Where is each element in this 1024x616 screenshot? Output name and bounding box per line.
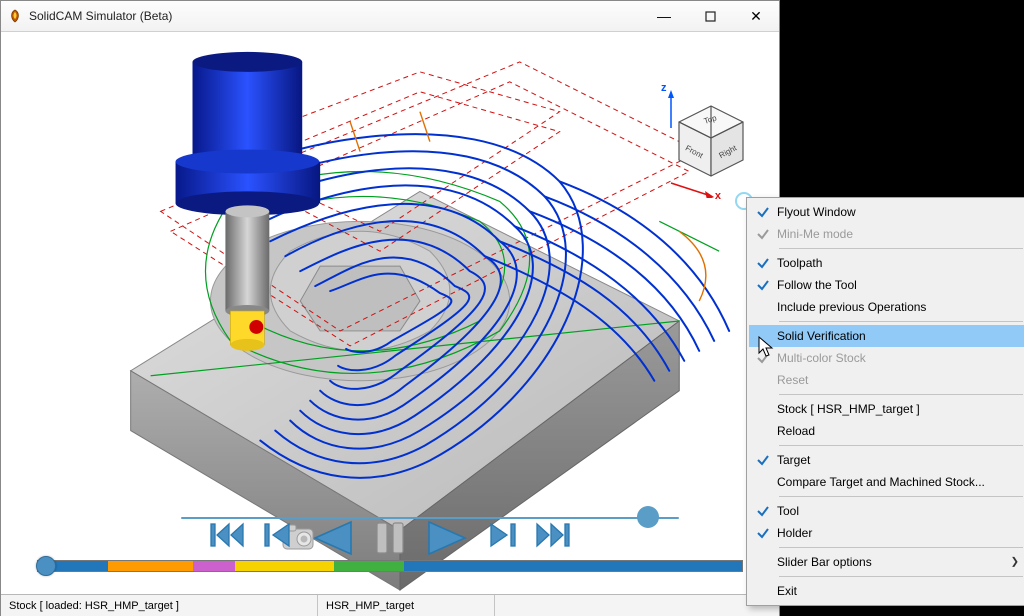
menu-item: Reset [749, 369, 1024, 391]
timeline-slider[interactable] [37, 560, 743, 572]
status-right: HSR_HMP_target [318, 595, 495, 616]
menu-item-label: Tool [777, 504, 1009, 518]
menu-separator [779, 394, 1023, 395]
maximize-button[interactable] [687, 1, 733, 31]
menu-item: Multi-color Stock [749, 347, 1024, 369]
menu-item-label: Slider Bar options [777, 555, 1009, 569]
minimize-button[interactable]: — [641, 1, 687, 31]
viewport-3d[interactable]: Top Front Right z x [1, 32, 779, 594]
menu-item-label: Compare Target and Machined Stock... [777, 475, 1009, 489]
timeline-segment[interactable] [108, 561, 192, 571]
statusbar: Stock [ loaded: HSR_HMP_target ] HSR_HMP… [1, 594, 779, 616]
timeline-segment[interactable] [404, 561, 742, 571]
menu-separator [779, 321, 1023, 322]
menu-item-label: Mini-Me mode [777, 227, 1009, 241]
pause-button[interactable] [373, 520, 407, 556]
menu-item-label: Holder [777, 526, 1009, 540]
check-icon [749, 278, 777, 292]
menu-item-label: Multi-color Stock [777, 351, 1009, 365]
check-icon [749, 526, 777, 540]
menu-item[interactable]: Stock [ HSR_HMP_target ] [749, 398, 1024, 420]
status-left: Stock [ loaded: HSR_HMP_target ] [1, 595, 318, 616]
menu-item[interactable]: Holder [749, 522, 1024, 544]
menu-item[interactable]: Compare Target and Machined Stock... [749, 471, 1024, 493]
menu-item-label: Reset [777, 373, 1009, 387]
menu-item-label: Target [777, 453, 1009, 467]
menu-separator [779, 547, 1023, 548]
app-window: SolidCAM Simulator (Beta) — ✕ [0, 0, 780, 616]
window-title: SolidCAM Simulator (Beta) [29, 9, 172, 23]
play-back-button[interactable] [311, 520, 355, 556]
menu-item[interactable]: Slider Bar options❯ [749, 551, 1024, 573]
progress-track[interactable] [181, 517, 679, 519]
titlebar: SolidCAM Simulator (Beta) — ✕ [1, 1, 779, 32]
menu-item-label: Solid Verification [777, 329, 1009, 343]
menu-item[interactable]: Reload [749, 420, 1024, 442]
timeline-segment[interactable] [334, 561, 404, 571]
play-button[interactable] [425, 520, 469, 556]
view-cube[interactable]: Top Front Right z x [661, 88, 761, 198]
check-icon [749, 453, 777, 467]
menu-item-label: Follow the Tool [777, 278, 1009, 292]
last-button[interactable] [535, 520, 571, 556]
step-back-button[interactable] [263, 520, 293, 556]
check-icon [749, 504, 777, 518]
menu-item-label: Reload [777, 424, 1009, 438]
context-menu[interactable]: Flyout Window Mini-Me mode Toolpath Follow … [746, 197, 1024, 606]
menu-item[interactable]: Flyout Window [749, 201, 1024, 223]
app-icon [7, 8, 23, 24]
timeline-handle[interactable] [36, 556, 56, 576]
play-controls [1, 520, 779, 556]
check-icon [749, 256, 777, 270]
timeline-segment[interactable] [235, 561, 334, 571]
window-controls: — ✕ [641, 1, 779, 31]
check-icon [749, 351, 777, 365]
check-icon [749, 205, 777, 219]
menu-item-label: Flyout Window [777, 205, 1009, 219]
menu-item-label: Toolpath [777, 256, 1009, 270]
menu-item[interactable]: Solid Verification [749, 325, 1024, 347]
menu-item[interactable]: Target [749, 449, 1024, 471]
menu-separator [779, 496, 1023, 497]
menu-item[interactable]: Toolpath [749, 252, 1024, 274]
axis-x-label: x [715, 190, 721, 202]
menu-item-label: Include previous Operations [777, 300, 1009, 314]
menu-separator [779, 248, 1023, 249]
menu-item[interactable]: Include previous Operations [749, 296, 1024, 318]
axis-z-label: z [661, 82, 667, 94]
first-button[interactable] [209, 520, 245, 556]
check-icon [749, 227, 777, 241]
menu-separator [779, 445, 1023, 446]
step-fwd-button[interactable] [487, 520, 517, 556]
timeline-segment[interactable] [193, 561, 235, 571]
menu-separator [779, 576, 1023, 577]
menu-item[interactable]: Follow the Tool [749, 274, 1024, 296]
menu-item-label: Stock [ HSR_HMP_target ] [777, 402, 1009, 416]
close-button[interactable]: ✕ [733, 1, 779, 31]
menu-item-label: Exit [777, 584, 1009, 598]
menu-item[interactable]: Tool [749, 500, 1024, 522]
menu-item[interactable]: Exit [749, 580, 1024, 602]
submenu-arrow-icon: ❯ [1011, 557, 1019, 568]
menu-item: Mini-Me mode [749, 223, 1024, 245]
